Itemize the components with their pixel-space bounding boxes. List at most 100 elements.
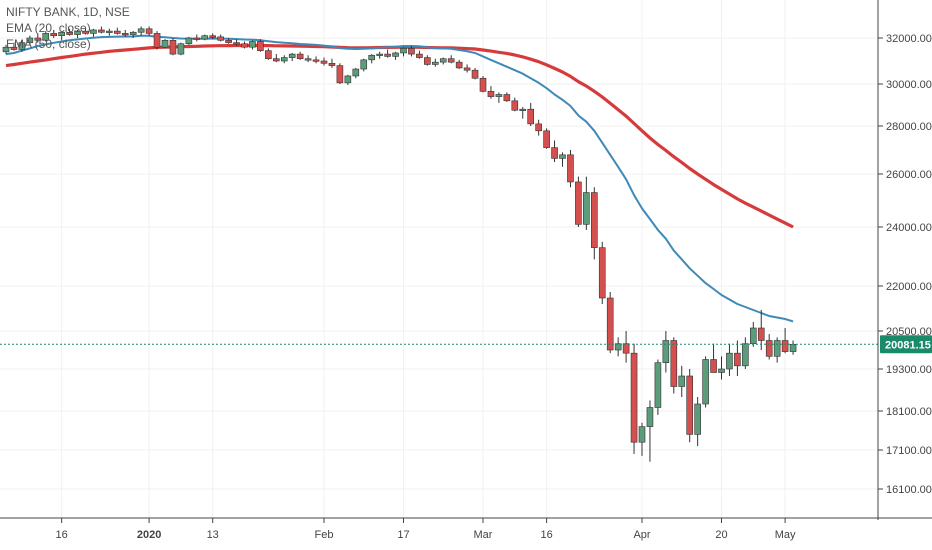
candle-body — [487, 91, 495, 97]
candle-body — [503, 94, 511, 102]
candle-body — [280, 57, 288, 62]
candle-body — [559, 154, 566, 159]
candle-body — [145, 28, 153, 34]
candle-16 — [129, 31, 137, 38]
candle-body — [66, 31, 73, 35]
candle-body — [225, 39, 232, 43]
candle-86 — [686, 369, 694, 443]
candle-body — [654, 362, 662, 408]
candle-body — [455, 61, 463, 69]
symbol-title[interactable]: NIFTY BANK, 1D, NSE — [6, 5, 130, 19]
candle-body — [439, 58, 447, 63]
candle-body — [106, 30, 113, 33]
candle-body — [519, 108, 527, 111]
candle-21 — [169, 38, 177, 56]
candle-body — [590, 192, 598, 248]
time-axis[interactable]: 16 2020 13 Feb 17 Mar 16 Apr 20 May — [56, 518, 796, 541]
candle-10 — [82, 27, 89, 35]
candle-body — [98, 29, 105, 33]
candle-body — [400, 48, 407, 54]
candle-body — [209, 35, 216, 38]
candle-body — [74, 30, 81, 35]
candle-69 — [551, 140, 558, 162]
candle-3 — [26, 35, 34, 45]
candle-body — [26, 37, 34, 43]
y-tick-label: 20500.00 — [886, 326, 932, 338]
candle-25 — [201, 34, 209, 41]
candle-body — [630, 352, 638, 443]
candle-83 — [662, 331, 670, 373]
candle-body — [598, 247, 606, 299]
candle-34 — [272, 54, 280, 63]
candle-50 — [400, 47, 407, 57]
candle-72 — [575, 176, 582, 227]
candle-body — [18, 42, 26, 50]
candle-body — [606, 297, 614, 351]
candle-body — [153, 33, 161, 48]
candle-body — [702, 359, 709, 405]
candle-body — [718, 368, 725, 373]
candle-body — [535, 123, 542, 132]
candle-body — [376, 53, 383, 56]
candle-body — [543, 130, 550, 148]
candle-71 — [567, 150, 574, 188]
candle-body — [193, 37, 201, 40]
candle-body — [34, 37, 42, 41]
candle-body — [249, 41, 256, 48]
candle-body — [408, 48, 415, 55]
candle-body — [233, 42, 240, 45]
x-tick-label: 16 — [540, 529, 552, 541]
candle-13 — [106, 28, 113, 36]
candle-53 — [424, 55, 431, 66]
candle-body — [82, 30, 89, 34]
ema50-legend[interactable]: EMA (50, close) — [6, 37, 91, 51]
candle-body — [169, 39, 177, 55]
price-axis[interactable]: 32000.00 30000.00 28000.00 26000.00 24000.00… — [878, 33, 932, 496]
candle-26 — [209, 33, 216, 40]
candle-body — [10, 46, 18, 50]
candle-63 — [503, 92, 511, 102]
candle-body — [765, 340, 773, 357]
candle-66 — [527, 102, 535, 126]
candle-19 — [153, 31, 161, 50]
candle-93 — [742, 337, 749, 369]
candle-body — [352, 68, 360, 77]
candle-body — [495, 94, 503, 97]
candle-body — [781, 340, 789, 352]
x-tick-label: 2020 — [137, 529, 161, 541]
candle-91 — [726, 343, 733, 376]
candle-46 — [368, 54, 376, 64]
candle-body — [742, 343, 749, 367]
candle-41 — [328, 58, 336, 68]
candle-body — [161, 39, 169, 48]
candle-body — [137, 28, 145, 33]
candle-body — [368, 54, 376, 61]
candle-52 — [416, 50, 423, 59]
candle-body — [384, 53, 391, 57]
candle-body — [185, 37, 193, 45]
candle-7 — [58, 31, 65, 41]
candle-70 — [559, 152, 566, 167]
candle-body — [463, 67, 471, 71]
y-tick-label: 16100.00 — [886, 484, 932, 496]
candle-body — [304, 58, 312, 61]
candle-57 — [455, 59, 463, 70]
candle-55 — [439, 57, 447, 65]
candle-8 — [66, 28, 73, 36]
candle-1 — [10, 42, 18, 51]
candle-67 — [535, 119, 542, 136]
candle-body — [257, 41, 264, 51]
y-tick-label: 17100.00 — [886, 445, 932, 457]
x-tick-label: 17 — [397, 529, 409, 541]
candle-0 — [2, 44, 10, 55]
y-tick-label: 26000.00 — [886, 169, 932, 181]
candle-body — [646, 407, 654, 427]
candle-body — [567, 154, 574, 183]
candle-22 — [177, 42, 185, 56]
ema20-legend[interactable]: EMA (20, close) — [6, 21, 91, 35]
candle-body — [447, 58, 455, 63]
candle-body — [217, 36, 224, 41]
candle-32 — [257, 39, 264, 52]
candle-18 — [145, 26, 153, 36]
